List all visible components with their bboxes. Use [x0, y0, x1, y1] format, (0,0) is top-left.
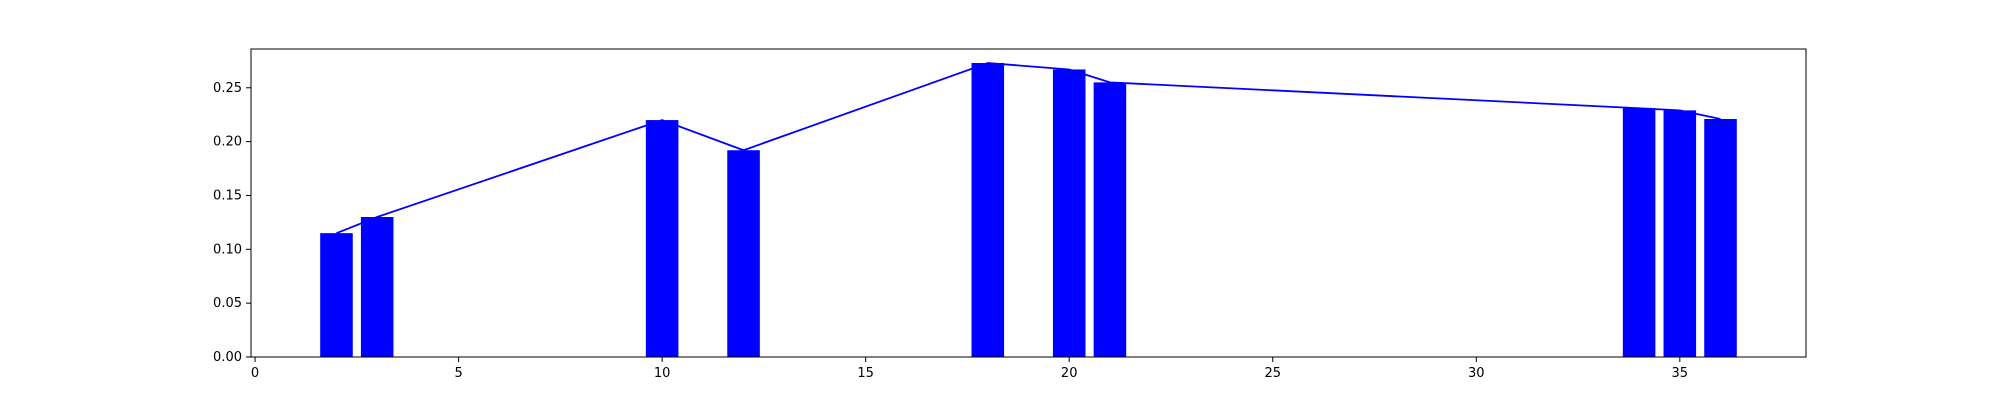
y-tick-label: 0.00 — [213, 350, 242, 365]
x-tick-label: 0 — [251, 366, 259, 381]
bar — [1704, 119, 1737, 357]
y-tick-label: 0.10 — [213, 242, 242, 257]
bar — [1093, 82, 1127, 357]
bar — [971, 63, 1005, 357]
bar — [1663, 110, 1697, 357]
line-layer — [336, 62, 1721, 234]
x-tick-label: 35 — [1672, 366, 1689, 381]
x-axis: 0 5 10 15 20 25 30 35 — [251, 357, 1688, 381]
bar — [727, 150, 760, 357]
bars-layer — [320, 63, 1737, 357]
bar — [320, 233, 353, 357]
x-tick-label: 10 — [654, 366, 671, 381]
x-tick-label: 5 — [454, 366, 462, 381]
y-tick-label: 0.25 — [213, 81, 242, 96]
x-tick-label: 30 — [1468, 366, 1485, 381]
x-tick-label: 20 — [1061, 366, 1078, 381]
x-tick-label: 25 — [1264, 366, 1281, 381]
y-axis: 0.00 0.05 0.10 0.15 0.20 0.25 — [213, 81, 251, 365]
y-tick-label: 0.05 — [213, 296, 242, 311]
bar — [360, 217, 394, 357]
plot-frame — [250, 48, 1807, 358]
bar — [1622, 108, 1656, 357]
y-tick-label: 0.20 — [213, 135, 242, 150]
bar — [1052, 69, 1086, 357]
x-tick-label: 15 — [857, 366, 874, 381]
y-tick-label: 0.15 — [213, 188, 242, 203]
bar — [645, 120, 679, 357]
series-line — [336, 62, 1721, 234]
